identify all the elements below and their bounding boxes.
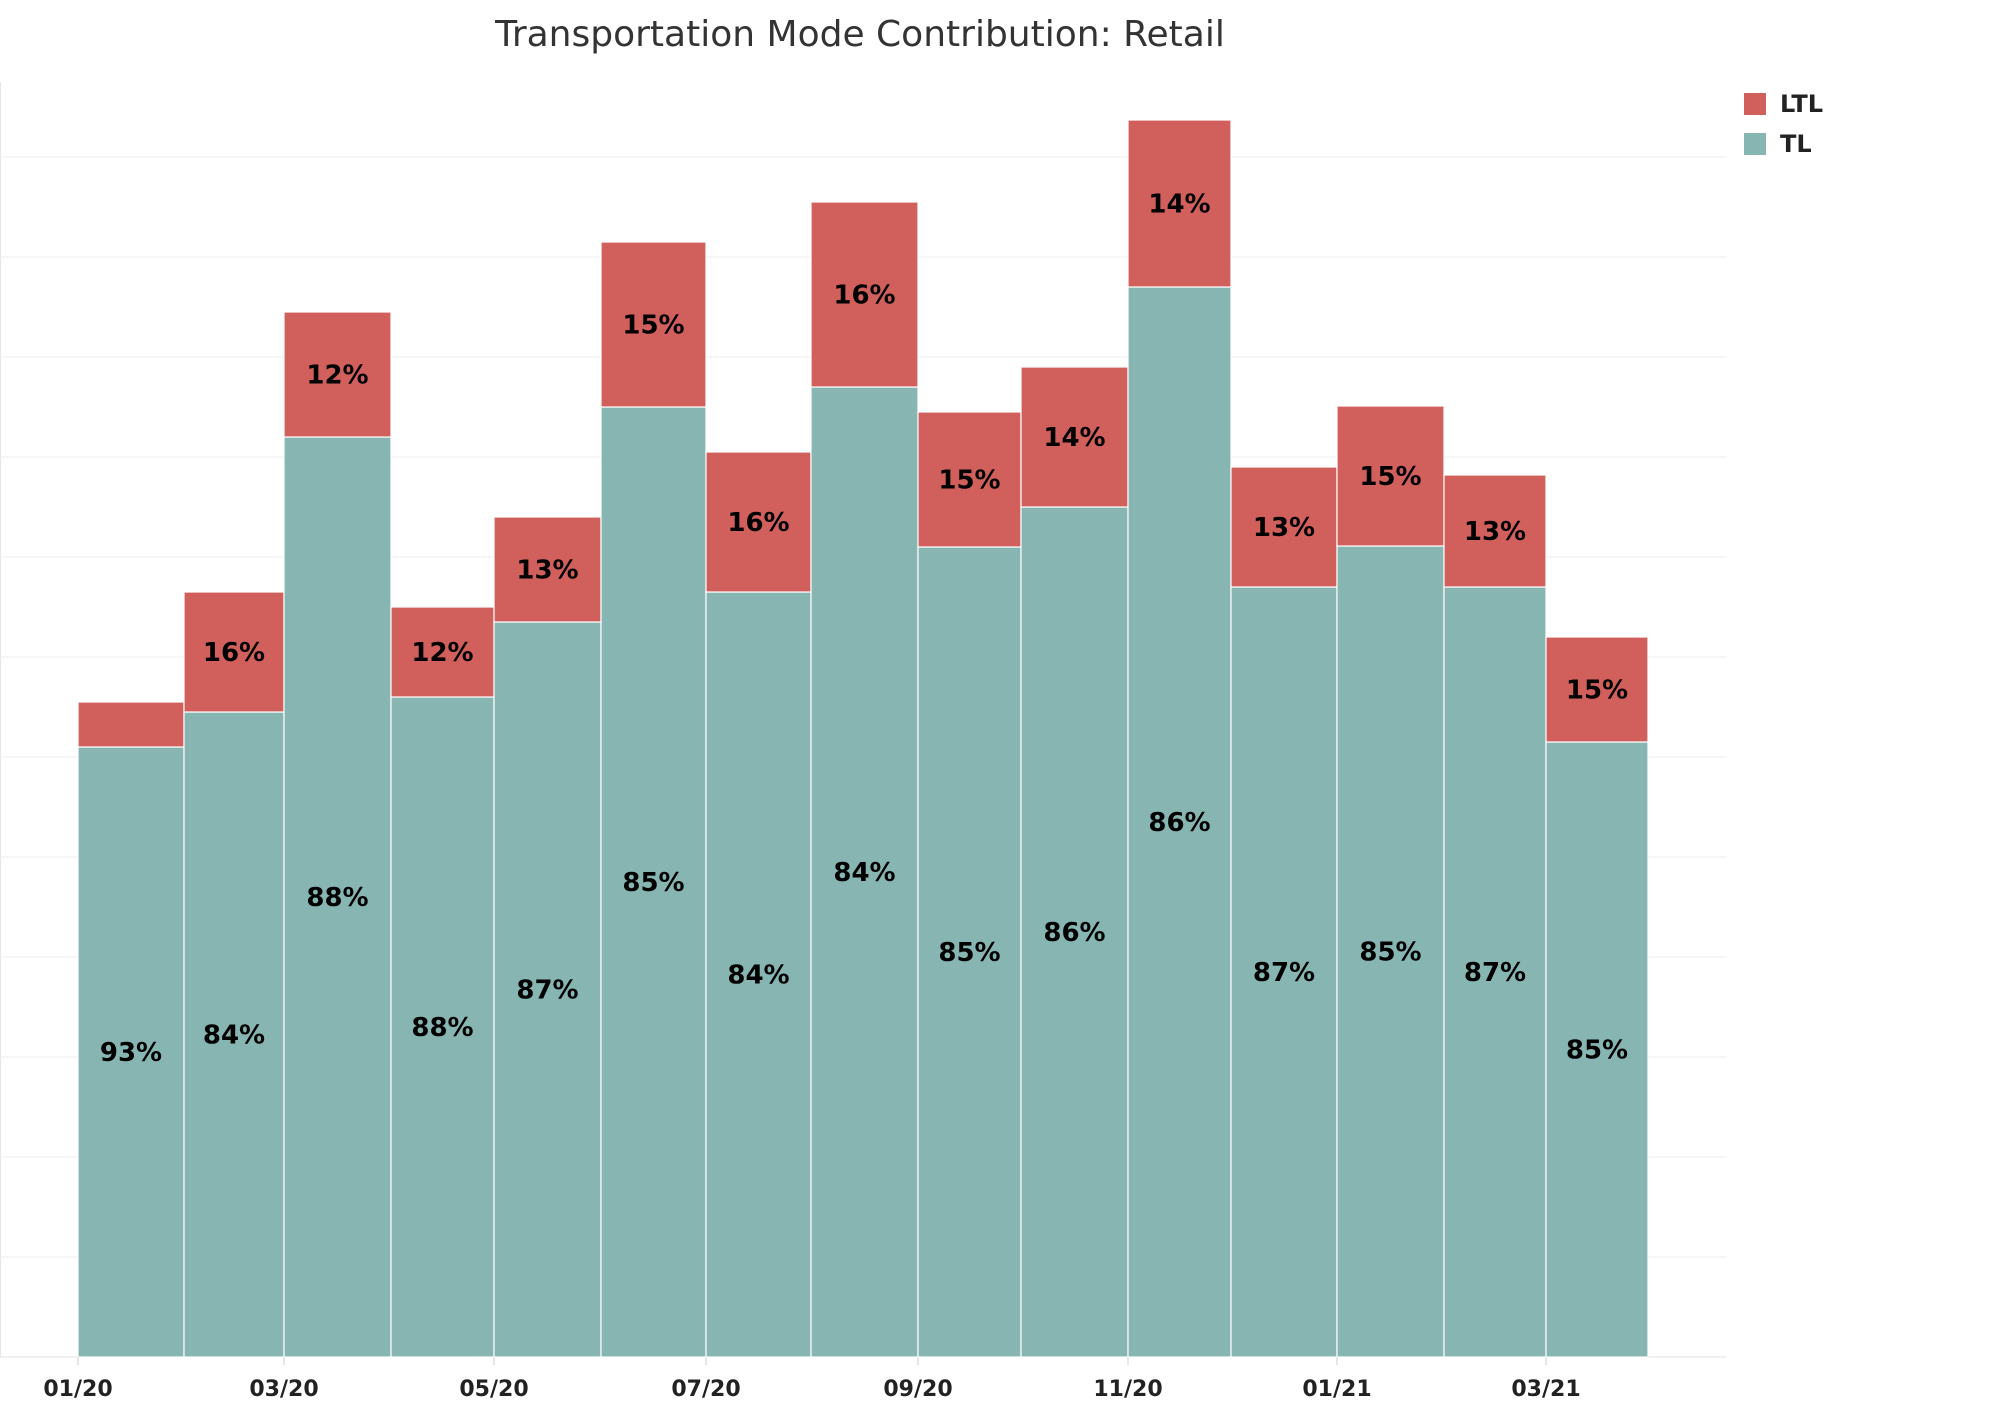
- bar-tl-01-20[interactable]: [77, 746, 185, 1358]
- data-label-tl: 84%: [833, 858, 895, 888]
- data-label-ltl: 12%: [411, 638, 473, 668]
- x-tick-label: 03/20: [249, 1377, 318, 1402]
- bar-ltl-01-21[interactable]: [1336, 405, 1445, 547]
- x-tick-label: 01/21: [1302, 1377, 1371, 1402]
- data-label-ltl: 16%: [833, 281, 895, 311]
- data-label-tl: 93%: [100, 1038, 162, 1068]
- bar-ltl-03-21[interactable]: [1545, 636, 1649, 743]
- chart-title: Transportation Mode Contribution: Retail: [495, 14, 1225, 55]
- bar-tl-12-20[interactable]: [1230, 586, 1338, 1358]
- data-label-ltl: 15%: [1566, 676, 1628, 706]
- bar-ltl-09-20[interactable]: [917, 411, 1022, 548]
- bar-tl-02-21[interactable]: [1443, 586, 1547, 1358]
- bar-tl-02-20[interactable]: [183, 711, 285, 1358]
- data-label-tl: 85%: [1359, 938, 1421, 968]
- bar-tl-07-20[interactable]: [705, 591, 812, 1358]
- data-label-ltl: 13%: [516, 556, 578, 586]
- data-label-tl: 85%: [622, 868, 684, 898]
- bar-ltl-11-20[interactable]: [1127, 119, 1232, 288]
- x-tick-label: 03/21: [1511, 1377, 1580, 1402]
- data-label-tl: 85%: [938, 938, 1000, 968]
- data-labels: 93% 84% 16% 88% 12% 88% 12% 87% 13% 85% 15% 84% 16% 8…: [100, 190, 1628, 1069]
- bar-ltl-04-20[interactable]: [390, 606, 495, 698]
- bar-tl-09-20[interactable]: [917, 546, 1022, 1358]
- bar-tl-06-20[interactable]: [600, 406, 707, 1358]
- data-label-ltl: 15%: [622, 311, 684, 341]
- x-tick-label: 07/20: [671, 1377, 740, 1402]
- bars: [77, 119, 1649, 1358]
- data-label-ltl: 16%: [203, 638, 265, 668]
- data-label-tl: 84%: [727, 961, 789, 991]
- x-tick-label: 05/20: [459, 1377, 528, 1402]
- x-tick-label: 01/20: [43, 1377, 112, 1402]
- bar-tl-11-20[interactable]: [1127, 286, 1232, 1358]
- bar-ltl-10-20[interactable]: [1020, 366, 1129, 508]
- legend-item-ltl[interactable]: LTL: [1744, 84, 1823, 124]
- data-label-tl: 87%: [1464, 958, 1526, 988]
- bar-ltl-01-20[interactable]: [77, 701, 185, 748]
- bar-ltl-02-21[interactable]: [1443, 474, 1547, 588]
- data-label-ltl: 15%: [938, 466, 1000, 496]
- data-label-ltl: 15%: [1359, 462, 1421, 492]
- data-label-ltl: 16%: [727, 508, 789, 538]
- data-label-ltl: 14%: [1043, 423, 1105, 453]
- x-axis-ticks: 01/20 03/20 05/20 07/20 09/20 11/20 01/21 03/21: [43, 1357, 1581, 1402]
- legend: LTL TL: [1744, 84, 1823, 164]
- legend-swatch-tl: [1744, 133, 1766, 155]
- x-tick-label: 09/20: [883, 1377, 952, 1402]
- legend-label-tl: TL: [1780, 130, 1812, 158]
- bar-ltl-05-20[interactable]: [493, 516, 602, 623]
- bar-ltl-08-20[interactable]: [810, 201, 919, 388]
- bar-tl-01-21[interactable]: [1336, 545, 1445, 1358]
- bar-tl-08-20[interactable]: [810, 386, 919, 1358]
- bar-ltl-12-20[interactable]: [1230, 466, 1338, 588]
- bar-tl-05-20[interactable]: [493, 621, 602, 1358]
- data-label-tl: 86%: [1148, 808, 1210, 838]
- x-tick-label: 11/20: [1093, 1377, 1162, 1402]
- data-label-ltl: 12%: [306, 361, 368, 391]
- bar-ltl-03-20[interactable]: [283, 311, 392, 438]
- legend-item-tl[interactable]: TL: [1744, 124, 1823, 164]
- data-label-ltl: 14%: [1148, 190, 1210, 220]
- data-label-tl: 84%: [203, 1021, 265, 1051]
- data-label-tl: 85%: [1566, 1036, 1628, 1066]
- bar-tl-10-20[interactable]: [1020, 506, 1129, 1358]
- data-label-tl: 88%: [306, 883, 368, 913]
- data-label-tl: 88%: [411, 1013, 473, 1043]
- data-label-tl: 87%: [516, 976, 578, 1006]
- data-label-tl: 86%: [1043, 918, 1105, 948]
- bar-ltl-06-20[interactable]: [600, 241, 707, 408]
- data-label-tl: 87%: [1253, 958, 1315, 988]
- legend-swatch-ltl: [1744, 93, 1766, 115]
- data-label-ltl: 13%: [1464, 517, 1526, 547]
- legend-label-ltl: LTL: [1780, 90, 1823, 118]
- data-label-ltl: 13%: [1253, 513, 1315, 543]
